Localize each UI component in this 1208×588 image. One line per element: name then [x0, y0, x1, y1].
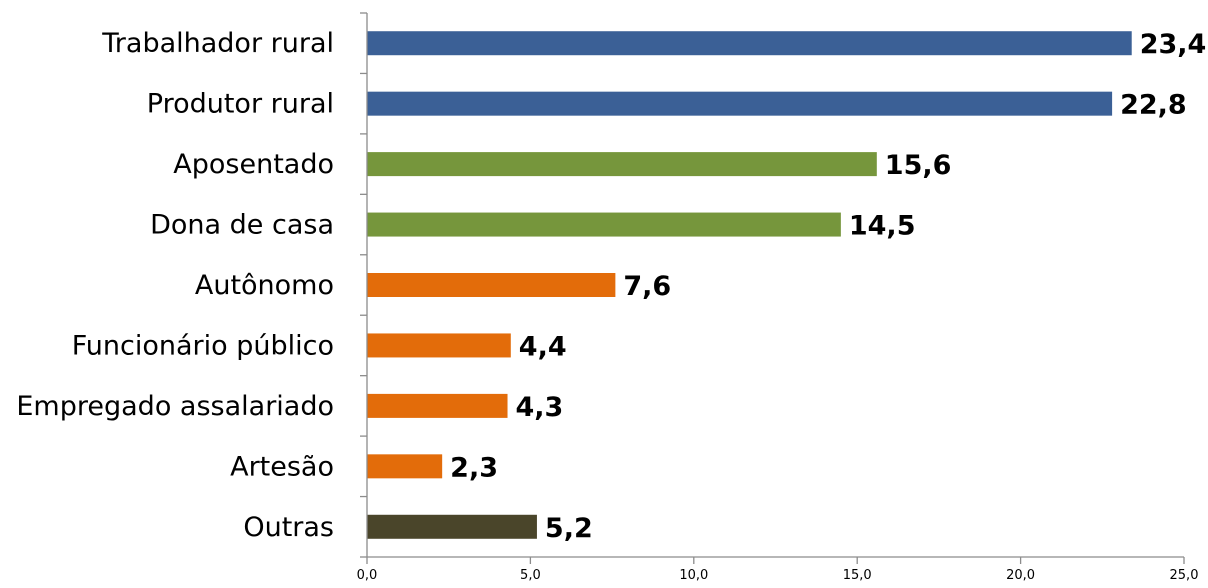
bar-4 — [367, 273, 616, 297]
x-tick-label-4: 20,0 — [1006, 568, 1035, 583]
data-label-1: 22,8 — [1120, 90, 1187, 121]
data-label-0: 23,4 — [1140, 29, 1207, 60]
category-label-6: Empregado assalariado — [16, 391, 334, 422]
bar-6 — [367, 393, 508, 418]
category-label-8: Outras — [243, 512, 334, 543]
category-label-1: Produtor rural — [147, 89, 334, 120]
category-label-4: Autônomo — [195, 270, 334, 301]
category-label-2: Aposentado — [173, 149, 334, 180]
bars-layer — [367, 31, 1132, 539]
axis-layer — [360, 12, 1185, 564]
bar-8 — [367, 514, 537, 539]
data-label-2: 15,6 — [885, 150, 952, 181]
bar-5 — [367, 333, 511, 358]
data-label-5: 4,4 — [519, 331, 567, 362]
data-label-4: 7,6 — [623, 271, 671, 302]
x-tick-label-2: 10,0 — [679, 568, 708, 583]
category-label-7: Artesão — [230, 451, 334, 482]
x-tick-label-1: 5,0 — [520, 568, 541, 583]
x-tick-label-5: 25,0 — [1170, 568, 1199, 583]
bar-3 — [367, 212, 841, 237]
category-label-3: Dona de casa — [150, 210, 334, 241]
bar-0 — [367, 31, 1132, 56]
data-label-7: 2,3 — [450, 452, 498, 483]
x-tick-label-3: 15,0 — [843, 568, 872, 583]
data-label-8: 5,2 — [545, 513, 593, 544]
category-label-5: Funcionário público — [72, 330, 334, 361]
bar-1 — [367, 91, 1113, 116]
data-label-3: 14,5 — [849, 211, 916, 242]
data-label-6: 4,3 — [516, 392, 564, 423]
category-label-0: Trabalhador rural — [101, 28, 334, 59]
bar-2 — [367, 152, 877, 177]
bar-7 — [367, 454, 443, 479]
labels-layer: Trabalhador rural 23,4 Produtor rural 22,8 A… — [16, 28, 1206, 583]
x-tick-label-0: 0,0 — [357, 568, 378, 583]
